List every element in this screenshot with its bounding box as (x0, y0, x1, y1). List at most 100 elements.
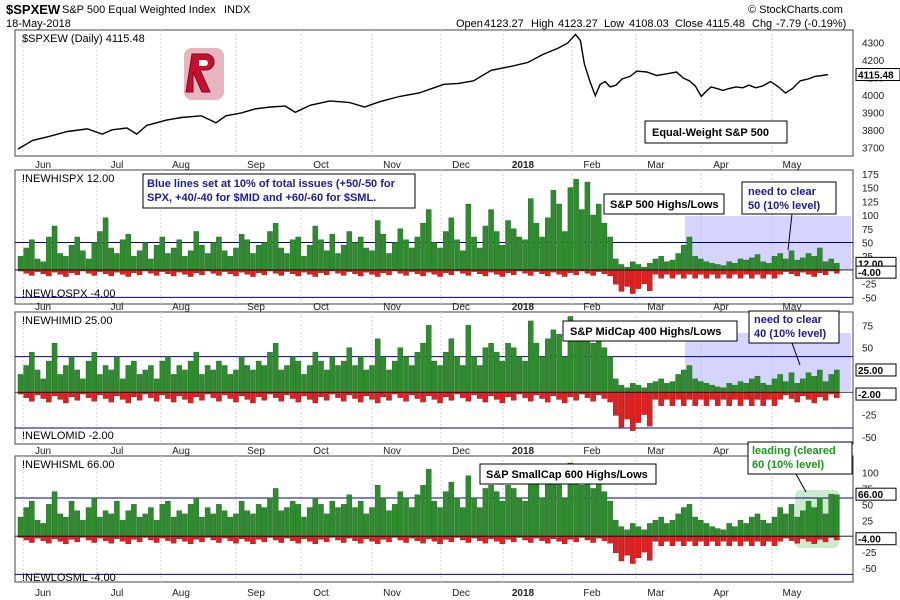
low-bar (664, 269, 670, 275)
month-label: Dec (452, 302, 470, 313)
low-bar (613, 535, 619, 553)
high-bar (732, 263, 738, 271)
low-bar (357, 392, 364, 403)
low-bar (420, 269, 426, 277)
last-value-text: -4.00 (858, 535, 881, 546)
low-bar (346, 392, 353, 396)
high-bar (550, 329, 557, 393)
low-bar (493, 269, 500, 275)
sml-panel-frame (14, 455, 854, 583)
low-bar (545, 392, 551, 403)
low-bar (289, 269, 296, 274)
low-bar (425, 392, 432, 397)
low-bar (822, 269, 829, 276)
low-bar (176, 392, 182, 397)
high-bar (216, 504, 222, 537)
high-bar (352, 365, 358, 393)
low-bar (408, 392, 415, 396)
low-bar (692, 535, 698, 546)
high-bar (664, 261, 670, 271)
high-bar (556, 475, 562, 537)
high-bar (182, 513, 188, 537)
high-bar (539, 236, 545, 271)
month-label: Jul (111, 588, 124, 599)
low-bar (641, 392, 647, 415)
low-bar (68, 535, 75, 540)
y-tick-label: 3700 (862, 143, 885, 154)
last-value-tag (855, 363, 897, 377)
low-bar (709, 392, 715, 400)
low-bar (125, 392, 131, 404)
low-bar (244, 269, 251, 275)
high-bar (125, 234, 131, 271)
high-bar (46, 236, 52, 271)
low-bar (743, 269, 749, 275)
y-tick-label: 75 (862, 321, 874, 332)
high-bar (720, 529, 727, 537)
high-bar (414, 351, 421, 393)
low-bar (664, 392, 670, 400)
high-bar (403, 497, 409, 537)
low-bar (635, 269, 642, 289)
low-bar (102, 535, 109, 541)
low-bar (352, 535, 358, 541)
low-bar (431, 269, 438, 275)
mid-caption-box (562, 320, 738, 342)
high-bar (261, 365, 268, 393)
low-bar (641, 269, 647, 284)
high-bar (74, 369, 80, 393)
high-bar (805, 372, 812, 393)
sml-up-legend: !NEWHISML 66.00 (22, 459, 115, 471)
high-bar (250, 513, 256, 537)
high-bar (363, 247, 370, 271)
high-bar (749, 516, 755, 537)
high-bar (675, 374, 681, 393)
high-bar (737, 258, 744, 271)
high-bar (805, 500, 812, 537)
low-bar (459, 269, 466, 274)
high-bar (142, 242, 148, 271)
mid-down-legend: !NEWLOMID -2.00 (22, 430, 114, 442)
low-bar (182, 269, 188, 275)
high-bar (442, 351, 449, 393)
low-bar (811, 392, 817, 404)
low-bar (397, 392, 404, 398)
low-bar (703, 392, 710, 406)
high-bar (318, 239, 324, 271)
high-bar (34, 520, 41, 537)
high-bar (681, 507, 687, 537)
high-bar (397, 491, 404, 537)
change-value: -7.79 (-0.19%) (776, 18, 846, 30)
high-bar (244, 510, 251, 537)
high-bar (176, 239, 182, 271)
low-bar (562, 269, 568, 277)
low-bar (386, 269, 392, 276)
low-bar (261, 392, 268, 401)
high-bar (397, 228, 404, 271)
low-bar (811, 535, 817, 545)
low-bar (380, 535, 387, 540)
high-bar (442, 491, 449, 537)
high-bar (760, 520, 766, 537)
high-bar (369, 365, 375, 393)
high-bar (97, 374, 103, 393)
low-bar (261, 269, 268, 276)
low-bar (647, 392, 653, 427)
price-line-layer (17, 33, 829, 150)
high-bar (715, 386, 721, 393)
high-bar (408, 247, 415, 271)
low-bar (23, 535, 29, 541)
high-bar (68, 356, 75, 393)
low-bar (584, 392, 591, 398)
high-bar (85, 360, 92, 393)
high-bar (641, 267, 647, 271)
low-value: 4108.03 (629, 18, 669, 30)
high-bar (783, 513, 789, 537)
low-bar (482, 392, 489, 403)
low-bar (340, 535, 347, 543)
low-bar (63, 392, 69, 404)
low-bar (817, 392, 823, 397)
high-bar (193, 231, 200, 271)
high-bar (244, 239, 251, 271)
low-bar (369, 269, 375, 275)
